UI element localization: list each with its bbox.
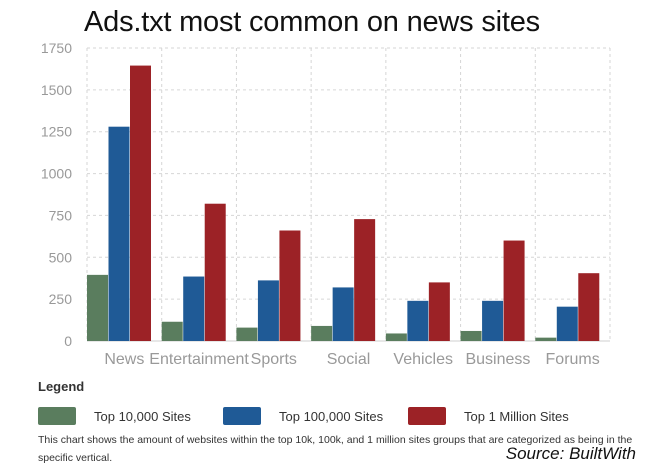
chart-title: Ads.txt most common on news sites: [84, 6, 540, 38]
bar-chart: 0 250 500 750 1000 1250 1500 1750 News Entertain…: [41, 40, 611, 368]
x-category-label-news: News: [104, 351, 144, 368]
y-tick-label-0: 0: [64, 333, 72, 349]
x-category-label-business: Business: [465, 351, 530, 368]
bar-entertainment-top-10-000-sites: [161, 321, 183, 341]
bar-news-top-10-000-sites: [87, 274, 108, 341]
x-axis-categories: News Entertainment Sports Social Vehicles Bus…: [104, 351, 599, 368]
bar-forums-top-10-000-sites: [535, 337, 557, 341]
y-tick-label-750: 750: [49, 207, 73, 223]
legend-item-top-10k: Top 10,000 Sites: [38, 405, 191, 427]
x-category-label-forums: Forums: [546, 351, 600, 368]
legend-label-top-10k: Top 10,000 Sites: [94, 408, 191, 424]
y-tick-label-1250: 1250: [41, 124, 72, 140]
bar-vehicles-top-10-000-sites: [385, 333, 407, 341]
bar-sports-top-10-000-sites: [236, 327, 258, 341]
y-tick-label-1000: 1000: [41, 166, 72, 182]
bar-forums-top-1-million-sites: [578, 273, 600, 341]
y-tick-label-1750: 1750: [41, 40, 72, 56]
bar-business-top-100-000-sites: [482, 300, 504, 341]
legend-item-top-100k: Top 100,000 Sites: [223, 405, 383, 427]
bar-news-top-1-million-sites: [130, 65, 151, 341]
legend-swatch-top-100k: [223, 407, 261, 425]
y-tick-label-250: 250: [49, 291, 73, 307]
y-tick-label-1500: 1500: [41, 82, 72, 98]
bar-business-top-10-000-sites: [460, 330, 482, 341]
x-category-label-social: Social: [327, 351, 371, 368]
chart-description: This chart shows the amount of websites …: [38, 434, 633, 464]
bar-forums-top-100-000-sites: [556, 306, 578, 341]
bar-sports-top-100-000-sites: [257, 280, 279, 341]
bar-sports-top-1-million-sites: [279, 230, 301, 341]
x-category-label-vehicles: Vehicles: [393, 351, 453, 368]
bar-social-top-10-000-sites: [311, 325, 333, 341]
legend-swatch-top-10k: [38, 407, 76, 425]
bar-news-top-100-000-sites: [108, 126, 130, 341]
legend-item-top-1m: Top 1 Million Sites: [408, 405, 569, 427]
x-category-label-sports: Sports: [251, 351, 297, 368]
source-credit: Source: BuiltWith: [505, 444, 636, 463]
legend-label-top-100k: Top 100,000 Sites: [279, 408, 384, 424]
y-tick-label-500: 500: [49, 249, 73, 265]
legend-swatch-top-1m: [408, 407, 446, 425]
bar-business-top-1-million-sites: [503, 240, 525, 341]
bar-social-top-1-million-sites: [354, 219, 376, 341]
bar-vehicles-top-100-000-sites: [407, 300, 429, 341]
bar-entertainment-top-1-million-sites: [204, 203, 226, 341]
x-category-label-entertainment: Entertainment: [149, 351, 249, 368]
legend-heading: Legend: [38, 379, 85, 394]
bar-vehicles-top-1-million-sites: [428, 282, 450, 341]
legend: Top 10,000 Sites Top 100,000 Sites Top 1…: [38, 405, 638, 427]
legend-label-top-1m: Top 1 Million Sites: [464, 408, 569, 424]
y-axis-ticks: 0 250 500 750 1000 1250 1500 1750: [41, 40, 72, 349]
bars: [87, 65, 600, 341]
bar-social-top-100-000-sites: [332, 287, 354, 341]
bar-entertainment-top-100-000-sites: [183, 276, 205, 341]
